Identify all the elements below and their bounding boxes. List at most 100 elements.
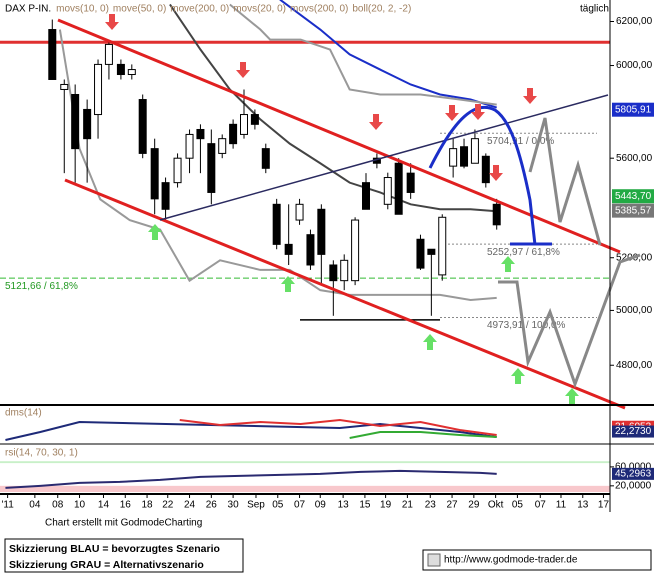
line-series (229, 3, 497, 106)
candle-body (250, 114, 259, 125)
candle-body (185, 133, 194, 159)
y-tick-label: 6200,00 (616, 16, 653, 27)
x-tick-label: Okt (488, 500, 504, 511)
arrow-down (489, 165, 503, 181)
candle-body (340, 259, 349, 282)
arrow-down (523, 88, 537, 104)
x-tick-label: 14 (98, 500, 110, 511)
candle-body (71, 93, 80, 150)
x-tick-label: 11 (556, 500, 567, 511)
x-tick-label: 09 (315, 500, 327, 511)
drawing-layer (57, 14, 641, 410)
arrow-up (423, 334, 437, 350)
tick-tag (612, 425, 654, 438)
price-tag-label: 5385,57 (615, 205, 652, 216)
candle-body (284, 243, 293, 255)
candle-body (48, 29, 57, 80)
x-tick-label: 24 (184, 500, 196, 511)
x-tick-label: 08 (52, 500, 64, 511)
background-layer (0, 40, 610, 492)
x-tick-label: 22 (162, 500, 174, 511)
candle-body (94, 63, 103, 116)
candle-body (295, 203, 304, 221)
candle-body (362, 182, 370, 210)
note: Skizzierung GRAU = Alternativszenario (9, 559, 204, 571)
candle-body (492, 203, 501, 226)
x-tick-label: 07 (294, 500, 306, 511)
line-series (279, 0, 498, 109)
candle-body (240, 114, 248, 135)
line-series (5, 469, 497, 489)
zone (0, 485, 610, 492)
tick-tag (612, 467, 654, 480)
x-tick-label: 15 (359, 500, 371, 511)
legend-entry: move(50, 0) (113, 4, 166, 15)
candle-body (161, 182, 170, 210)
grey-scenario-high (528, 117, 602, 246)
price-tag (612, 203, 654, 218)
notes-box (4, 538, 244, 573)
x-tick-label: 30 (228, 500, 240, 511)
y-tick-label: 45,2963 (615, 469, 652, 480)
candle-body (218, 138, 227, 154)
arrow-down (236, 62, 250, 78)
x-tick-label: 21 (402, 500, 414, 511)
trend-line (159, 94, 609, 221)
url-icon[interactable] (427, 553, 441, 567)
x-tick-label: 19 (380, 500, 392, 511)
line-series (169, 3, 497, 213)
level-label: 5704,91 / 0,0% (487, 136, 554, 147)
y-tick-label: 22,2730 (615, 426, 652, 437)
candle-body (438, 216, 447, 276)
candle-body (317, 208, 326, 255)
y-tick-label: 60,0000 (615, 462, 652, 473)
url-box (422, 549, 652, 571)
x-tick-label: 04 (29, 500, 41, 511)
candle-body (306, 234, 315, 266)
arrow-down (369, 114, 383, 130)
price-tag (612, 102, 654, 117)
line-series (58, 29, 497, 301)
x-tick-label: 23 (425, 500, 437, 511)
x-tick-label: 16 (120, 500, 132, 511)
candle-body (481, 155, 490, 184)
arrow-down (471, 104, 485, 120)
arrow-up (511, 368, 525, 384)
zone (0, 461, 610, 464)
candle-body (383, 177, 392, 205)
candle-body (116, 63, 125, 76)
arrow-down (105, 14, 119, 30)
arrow-up (565, 388, 579, 404)
x-tick-label: 17 (598, 500, 610, 511)
url[interactable]: http://www.godmode-trader.de (444, 555, 578, 566)
level-label: 5252,97 / 61,8% (487, 247, 560, 258)
price-tag (612, 189, 654, 204)
price-tag-label: 5805,91 (615, 104, 652, 115)
legend-entry: movs(200, 0) (290, 4, 348, 15)
candle-body (104, 43, 113, 65)
note: Skizzierung BLAU = bevorzugtes Szenario (9, 543, 220, 555)
line-series (5, 421, 497, 441)
x-tick-label: '11 (1, 500, 14, 511)
candle-body (229, 123, 238, 145)
candle-body (416, 238, 425, 269)
legend-entry: boll(20, 2, -2) (352, 4, 411, 15)
price-tag-label: 5443,70 (615, 191, 652, 202)
x-tick-label: Sep (247, 500, 265, 511)
data-layer: 6200,006000,005600,005200,005000,004800,… (5, 0, 653, 489)
grey-scenario-low (498, 253, 641, 389)
chart-title: DAX P-IN. (5, 4, 51, 15)
line-series (349, 430, 497, 439)
candle-body (329, 264, 338, 282)
candle-body (173, 157, 182, 184)
x-tick-label: 13 (338, 500, 350, 511)
x-tick-label: 05 (512, 500, 524, 511)
legend-entry: movs(20, 0) (233, 4, 286, 15)
x-tick-label: 05 (272, 500, 284, 511)
candle-body (60, 83, 69, 90)
arrow-down (445, 105, 459, 121)
candle-body (207, 143, 216, 193)
x-tick-label: 13 (577, 500, 589, 511)
x-tick-label: 07 (535, 500, 547, 511)
candle-body (427, 248, 436, 255)
